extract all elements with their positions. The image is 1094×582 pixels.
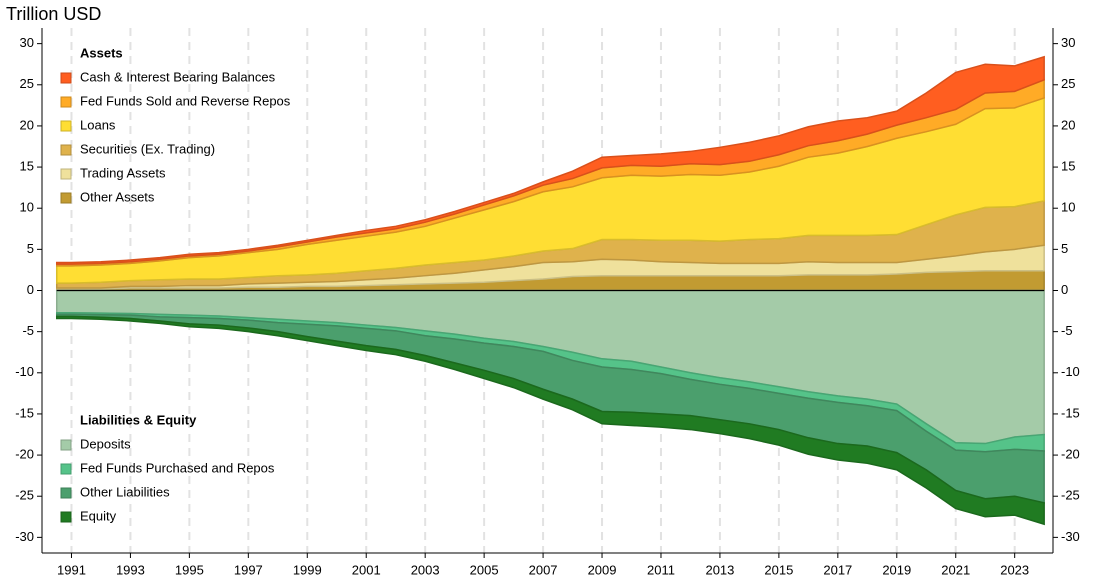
y2-tick-label: 20 xyxy=(1061,117,1075,132)
x-tick-label: 2017 xyxy=(823,562,852,577)
y2-tick-label: 0 xyxy=(1061,282,1068,297)
x-tick-label: 2009 xyxy=(588,562,617,577)
legend-swatch xyxy=(60,96,72,108)
legend-swatch xyxy=(60,439,72,451)
x-tick-label: 2005 xyxy=(470,562,499,577)
y2-tick-label: -30 xyxy=(1061,529,1080,544)
legend-swatch xyxy=(60,463,72,475)
legend-label: Deposits xyxy=(80,436,131,451)
y-tick-label: -20 xyxy=(15,447,34,462)
legend-label: Loans xyxy=(80,117,116,132)
chart-title: Trillion USD xyxy=(6,4,101,24)
legend-label: Equity xyxy=(80,508,117,523)
x-tick-label: 2011 xyxy=(647,562,675,577)
y2-tick-label: 25 xyxy=(1061,76,1075,91)
x-tick-label: 2007 xyxy=(529,562,558,577)
x-tick-label: 1993 xyxy=(116,562,145,577)
y2-tick-label: 15 xyxy=(1061,159,1075,174)
legend-label: Trading Assets xyxy=(80,165,166,180)
legend-swatch xyxy=(60,144,72,156)
legend-label: Other Liabilities xyxy=(80,484,170,499)
x-tick-label: 2013 xyxy=(705,562,734,577)
y-tick-label: 5 xyxy=(27,241,34,256)
x-tick-label: 2003 xyxy=(411,562,440,577)
y2-tick-label: -15 xyxy=(1061,405,1080,420)
y-tick-label: 20 xyxy=(20,117,34,132)
x-tick-label: 2019 xyxy=(882,562,911,577)
legend-header: Liabilities & Equity xyxy=(80,412,197,427)
area xyxy=(55,315,1045,526)
x-tick-label: 1995 xyxy=(175,562,204,577)
legend-swatch xyxy=(60,487,72,499)
y2-tick-label: -25 xyxy=(1061,488,1080,503)
y2-tick-label: -20 xyxy=(1061,447,1080,462)
x-tick-label: 2015 xyxy=(764,562,793,577)
legend-swatch xyxy=(60,511,72,523)
y-tick-label: -5 xyxy=(22,323,34,338)
legend-label: Securities (Ex. Trading) xyxy=(80,141,215,156)
legend-label: Cash & Interest Bearing Balances xyxy=(80,69,276,84)
y-tick-label: -25 xyxy=(15,488,34,503)
legend-label: Fed Funds Sold and Reverse Repos xyxy=(80,93,291,108)
y2-tick-label: 30 xyxy=(1061,35,1075,50)
legend-header: Assets xyxy=(80,45,123,60)
legend-swatch xyxy=(60,192,72,204)
y-tick-label: -10 xyxy=(15,364,34,379)
y2-tick-label: 10 xyxy=(1061,200,1075,215)
x-tick-label: 2021 xyxy=(941,562,970,577)
x-tick-label: 2001 xyxy=(352,562,381,577)
legend-swatch xyxy=(60,72,72,84)
y-tick-label: -15 xyxy=(15,405,34,420)
y-tick-label: -30 xyxy=(15,529,34,544)
legend-label: Fed Funds Purchased and Repos xyxy=(80,460,275,475)
y2-tick-label: 5 xyxy=(1061,241,1068,256)
y-tick-label: 15 xyxy=(20,159,34,174)
x-tick-label: 1991 xyxy=(57,562,86,577)
x-tick-label: 1997 xyxy=(234,562,263,577)
legend-swatch xyxy=(60,168,72,180)
x-tick-label: 1999 xyxy=(293,562,322,577)
y-tick-label: 0 xyxy=(27,282,34,297)
legend-label: Other Assets xyxy=(80,189,155,204)
y2-tick-label: -5 xyxy=(1061,323,1073,338)
y-tick-label: 25 xyxy=(20,76,34,91)
y-tick-label: 10 xyxy=(20,200,34,215)
area xyxy=(55,55,1045,265)
x-tick-label: 2023 xyxy=(1000,562,1029,577)
y2-tick-label: -10 xyxy=(1061,364,1080,379)
legend-swatch xyxy=(60,120,72,132)
y-tick-label: 30 xyxy=(20,35,34,50)
